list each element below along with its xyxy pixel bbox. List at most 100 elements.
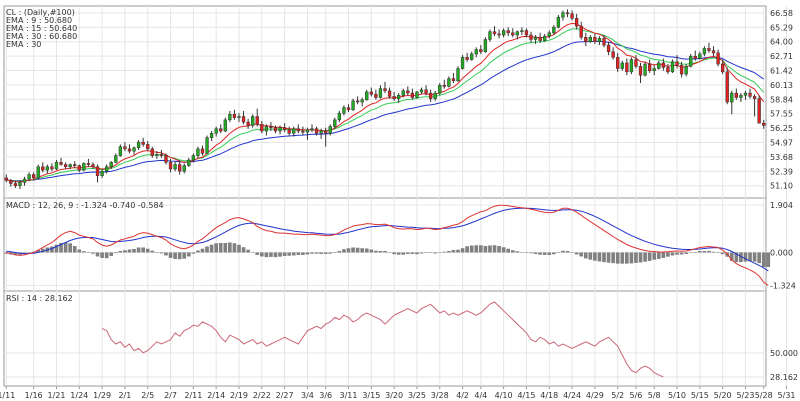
macd-histogram-bar <box>59 243 63 253</box>
candle-down <box>324 130 328 134</box>
candle-down <box>506 30 510 34</box>
macd-histogram-bar <box>716 252 720 253</box>
candle-up <box>552 26 556 34</box>
x-tick-label: 3/20 <box>385 391 403 400</box>
price-y-tick-label: 61.42 <box>770 67 793 76</box>
macd-histogram-bar <box>707 250 711 253</box>
plot-frame <box>3 5 767 387</box>
candle-down <box>232 114 237 118</box>
macd-histogram-bar <box>314 252 319 254</box>
macd-histogram-bar <box>524 252 529 253</box>
candle-down <box>497 33 501 36</box>
candle-down <box>50 166 54 170</box>
macd-histogram-bar <box>22 252 27 254</box>
candle-down <box>593 37 597 42</box>
candle-up <box>18 182 22 186</box>
macd-histogram-bar <box>752 252 757 262</box>
x-tick-label: 5/15 <box>691 391 709 400</box>
macd-histogram-bar <box>734 252 739 263</box>
candle-up <box>415 91 419 98</box>
macd-histogram-bar <box>679 252 684 255</box>
x-tick-label: 4/24 <box>563 391 581 400</box>
price-y-tick-label: 64.00 <box>770 38 793 47</box>
macd-histogram-bar <box>501 247 506 253</box>
candle-up <box>360 99 364 103</box>
macd-histogram-bar <box>725 252 730 257</box>
candle-down <box>269 126 273 128</box>
price-y-tick-label: 52.39 <box>770 167 793 176</box>
candle-up <box>419 89 424 93</box>
macd-histogram-bar <box>332 252 337 253</box>
candle-up <box>319 130 323 134</box>
macd-histogram-bar <box>123 250 127 253</box>
candle-up <box>173 164 177 170</box>
macd-histogram-bar <box>533 252 538 254</box>
candle-down <box>748 92 752 97</box>
macd-histogram-bar <box>447 250 451 253</box>
x-tick-label: 2/5 <box>141 391 154 400</box>
candle-down <box>725 71 729 103</box>
candle-down <box>296 128 300 132</box>
candle-down <box>168 162 173 170</box>
macd-histogram-bar <box>223 243 228 253</box>
macd-histogram-bar <box>711 251 716 253</box>
macd-histogram-bar <box>693 251 698 253</box>
macd-histogram-bar <box>328 252 333 254</box>
macd-histogram-bar <box>91 252 95 254</box>
candle-down <box>260 124 264 132</box>
candle-up <box>730 92 734 103</box>
candle-up <box>342 107 346 114</box>
x-tick-label: 3/15 <box>362 391 380 400</box>
candle-down <box>123 146 127 150</box>
candle-up <box>196 148 200 156</box>
macd-histogram-bar <box>374 250 378 253</box>
macd-histogram-bar <box>182 252 187 259</box>
candle-down <box>95 166 100 176</box>
candle-down <box>451 78 456 82</box>
candle-down <box>383 88 387 92</box>
candle-down <box>529 34 533 40</box>
candle-down <box>574 18 579 27</box>
macd-histogram-bar <box>620 252 625 264</box>
price-y-tick-label: 66.58 <box>770 9 793 18</box>
macd-histogram-bar <box>729 252 734 261</box>
candle-down <box>150 148 154 156</box>
macd-histogram-bar <box>118 250 123 253</box>
candle-up <box>652 68 656 71</box>
candle-up <box>237 116 241 118</box>
rsi-label: RSI : 14 : 28.162 <box>6 294 73 303</box>
price-y-tick-label: 56.25 <box>770 124 793 133</box>
macd-histogram-bar <box>510 250 515 253</box>
macd-histogram-bar <box>593 252 597 261</box>
candle-up <box>597 38 602 42</box>
macd-histogram-bar <box>237 244 241 253</box>
macd-histogram-bar <box>177 252 182 260</box>
macd-histogram-bar <box>739 252 743 263</box>
x-tick-label: 4/18 <box>540 391 558 400</box>
candle-down <box>570 13 574 19</box>
macd-histogram-bar <box>155 252 159 253</box>
macd-histogram-bar <box>364 248 369 253</box>
macd-histogram-bar <box>86 252 91 253</box>
candle-up <box>501 30 506 36</box>
x-tick-label: 2/22 <box>253 391 271 400</box>
macd-histogram-bar <box>264 252 269 258</box>
macd-histogram-bar <box>282 252 287 256</box>
macd-histogram-bar <box>287 252 292 256</box>
macd-histogram-bar <box>688 252 693 253</box>
candle-up <box>292 128 296 134</box>
candle-down <box>492 31 497 35</box>
candle-up <box>136 141 141 149</box>
candle-up <box>456 68 460 82</box>
macd-histogram-bar <box>629 252 634 264</box>
macd-y-tick-label: -1.324 <box>770 281 796 290</box>
x-tick-label: 4/29 <box>586 391 604 400</box>
macd-histogram-bar <box>761 252 766 267</box>
candle-up <box>118 146 123 156</box>
price-y-tick-label: 58.84 <box>770 95 793 104</box>
macd-histogram-bar <box>506 248 511 253</box>
macd-histogram-bar <box>570 252 574 253</box>
macd-histogram-bar <box>392 252 396 255</box>
